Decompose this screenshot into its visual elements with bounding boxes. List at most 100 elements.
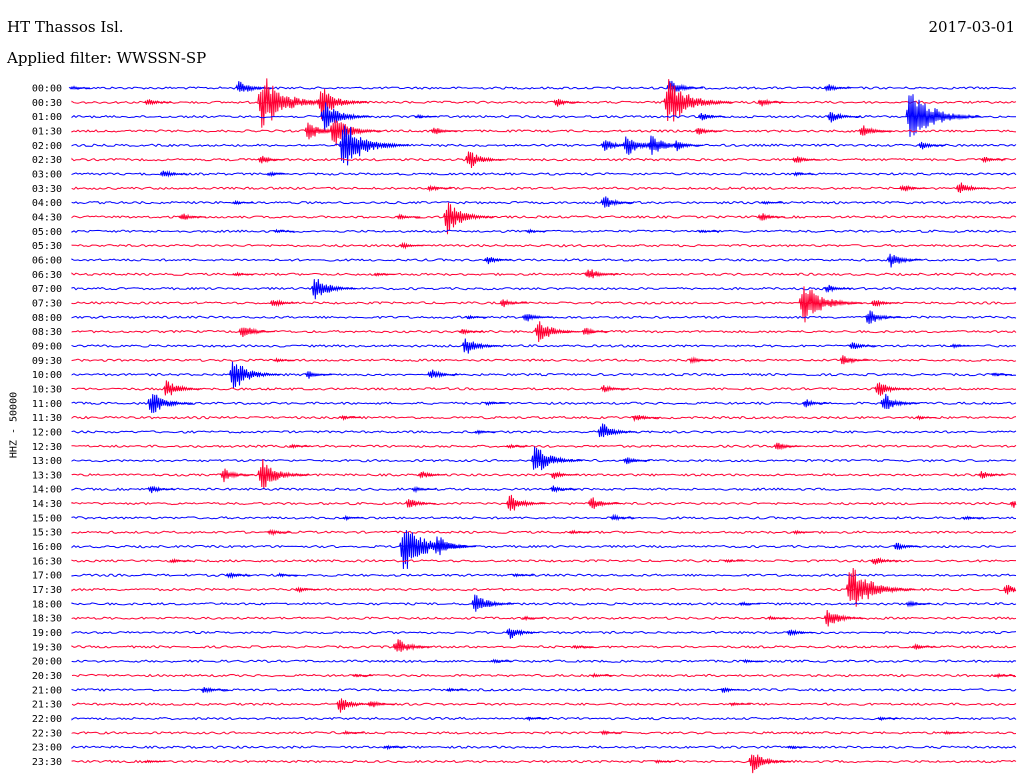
seismic-event [801,399,830,408]
seismic-event [760,200,783,205]
seismic-event [786,745,808,750]
time-tick-label: 06:30 [32,270,62,281]
seismic-event [430,127,458,135]
seismic-event [550,470,578,480]
time-tick-label: 23:00 [32,743,62,754]
seismic-event [273,228,295,234]
seismic-event [257,155,285,164]
time-tick-label: 20:30 [32,671,62,682]
seismic-event [339,125,409,166]
seismic-event [367,700,395,708]
time-tick-label: 15:30 [32,528,62,539]
time-tick-label: 01:30 [32,126,62,137]
time-tick-label: 15:00 [32,513,62,524]
time-tick-label: 02:00 [32,141,62,152]
seismic-event [877,716,899,722]
seismic-event [688,356,713,365]
seismic-event [521,615,544,622]
seismic-event [694,128,723,135]
seismic-event [257,458,310,490]
seismic-event [792,171,814,177]
time-tick-label: 21:30 [32,700,62,711]
trace-line [71,344,1017,348]
seismic-event [474,429,496,436]
time-tick-label: 16:30 [32,556,62,567]
seismic-event [632,414,660,423]
seismic-event [720,687,745,694]
trace-line [71,401,1017,406]
seismic-event [600,196,634,208]
time-tick-label: 16:00 [32,542,62,553]
time-tick-label: 08:30 [32,327,62,338]
time-tick-label: 04:00 [32,198,62,209]
time-tick-label: 22:30 [32,728,62,739]
seismic-event [499,298,528,308]
seismic-event [525,228,547,235]
date-label: 2017-03-01 [928,18,1015,36]
time-tick-label: 19:00 [32,628,62,639]
seismic-event [144,759,166,764]
seismic-event [864,310,902,324]
trace-line [71,573,1017,577]
seismic-event [465,314,487,320]
trace-line [71,731,1017,735]
seismic-event [993,672,1016,679]
seismic-event [871,556,899,565]
seismic-event [458,328,484,336]
time-tick-label: 11:00 [32,399,62,410]
seismic-event [465,151,505,169]
trace-line [71,559,1016,563]
seismic-event [597,423,637,438]
seismic-event [1009,501,1017,508]
trace-line [71,544,1017,549]
seismic-event [320,102,372,132]
time-tick-label: 00:00 [32,84,62,95]
time-tick-label: 06:00 [32,255,62,266]
seismic-event [276,572,298,578]
seismic-event [68,85,91,91]
seismic-event [581,327,609,335]
seismic-event [144,99,172,106]
seismic-event [978,471,1006,479]
seismic-event [786,629,814,637]
trace-line [71,430,1017,434]
seismic-event [225,572,251,580]
trace-line [71,716,1017,721]
time-tick-label: 13:30 [32,470,62,481]
seismic-event [484,257,512,265]
seismic-event [310,278,357,300]
seismic-event [949,343,972,350]
time-tick-label: 04:30 [32,212,62,223]
seismic-event [698,229,720,234]
seismic-event [531,446,583,471]
seismic-event [622,457,650,465]
trace-line [71,286,1017,291]
time-tick-label: 18:00 [32,599,62,610]
time-tick-label: 14:30 [32,499,62,510]
trace-line [71,272,1016,277]
time-tick-label: 11:30 [32,413,62,424]
trace-line [71,157,1017,162]
trace-line [71,759,1017,764]
time-tick-label: 00:30 [32,98,62,109]
filter-label: Applied filter: WWSSN-SP [7,49,207,67]
seismic-event [304,371,333,379]
seismic-event [383,744,405,751]
time-tick-label: 10:00 [32,370,62,381]
seismic-event [266,528,292,537]
seismic-event [569,529,591,535]
trace-line [71,645,1017,649]
trace-line [71,530,1017,534]
seismic-event [417,471,446,479]
time-tick-label: 09:00 [32,341,62,352]
time-tick-label: 20:00 [32,657,62,668]
trace-line [71,86,1017,90]
trace-line [71,215,1017,219]
trace-line [71,172,1017,176]
trace-line [71,444,1017,448]
seismic-event [521,314,553,322]
trace-line [71,200,1017,205]
trace-line [71,602,1017,606]
trace-line [71,372,1017,377]
seismic-event [229,361,281,389]
